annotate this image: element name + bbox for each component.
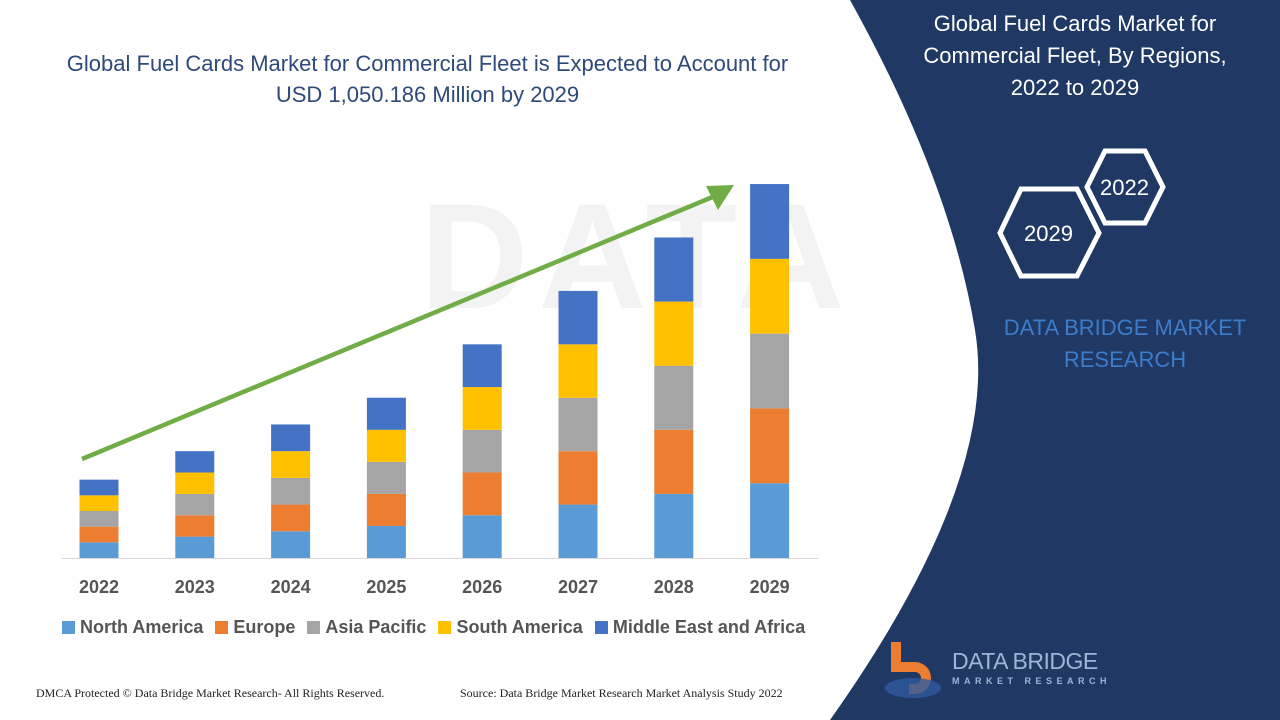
- x-tick-label: 2024: [271, 577, 311, 597]
- x-tick-label: 2022: [79, 577, 119, 597]
- bar-segment-2024-0: [271, 531, 311, 558]
- x-tick-label: 2027: [558, 577, 598, 597]
- trend-arrow-line: [81, 193, 716, 462]
- legend-item: North America: [62, 617, 203, 638]
- side-panel-title: Global Fuel Cards Market for Commercial …: [923, 11, 1227, 100]
- bar-segment-2027-1: [558, 451, 598, 505]
- legend-item: South America: [438, 617, 583, 638]
- bar-segment-2022-4: [79, 479, 119, 496]
- x-tick-label: 2025: [366, 577, 406, 597]
- bar-segment-2028-4: [654, 237, 694, 302]
- bar-segment-2026-4: [462, 344, 502, 388]
- x-tick-label: 2029: [750, 577, 790, 597]
- hex-label-2029: 2029: [1024, 221, 1073, 246]
- legend-swatch: [215, 621, 229, 634]
- bar-segment-2029-0: [750, 483, 790, 558]
- bar-segment-2025-2: [366, 461, 406, 494]
- bar-segment-2022-1: [79, 526, 119, 543]
- bar-segment-2025-1: [366, 493, 406, 526]
- bar-segment-2023-0: [175, 536, 215, 558]
- bar-segment-2027-2: [558, 397, 598, 452]
- bar-segment-2022-2: [79, 510, 119, 527]
- logo-text: DATA BRIDGE: [952, 648, 1098, 674]
- chart-title: Global Fuel Cards Market for Commercial …: [66, 51, 789, 107]
- bar-segment-2024-1: [271, 504, 311, 532]
- legend-label: Middle East and Africa: [612, 617, 806, 637]
- bar-segment-2028-1: [654, 429, 694, 494]
- stacked-bar-chart: 2022 2023 2024 2025 2026 2027 2028 2029: [62, 184, 818, 597]
- legend-label: Asia Pacific: [325, 617, 427, 637]
- bar-segment-2025-3: [366, 429, 406, 462]
- bar-segment-2024-4: [271, 424, 311, 452]
- bar-segment-2023-3: [175, 472, 215, 494]
- bar-segment-2027-0: [558, 504, 598, 558]
- trend-arrow-head: [706, 185, 734, 210]
- bar-segment-2022-3: [79, 495, 119, 511]
- bar-segment-2023-1: [175, 515, 215, 537]
- x-tick-label: 2026: [462, 577, 502, 597]
- footer-copyright: DMCA Protected © Data Bridge Market Rese…: [36, 686, 385, 700]
- legend-swatch: [594, 621, 608, 634]
- bar-segment-2022-0: [79, 542, 119, 558]
- bar-segment-2027-4: [558, 290, 598, 345]
- legend-item: Asia Pacific: [307, 617, 426, 638]
- legend-swatch: [438, 621, 452, 634]
- bar-segment-2026-1: [462, 472, 502, 516]
- bar-segment-2025-4: [366, 397, 406, 430]
- bar-segment-2029-4: [750, 184, 790, 259]
- bar-segment-2024-2: [271, 477, 311, 505]
- legend-label: North America: [80, 617, 204, 637]
- bar-segment-2023-2: [175, 493, 215, 516]
- legend: North America Europe Asia Pacific South Ame…: [62, 617, 805, 638]
- legend-item: Middle East and Africa: [594, 617, 806, 638]
- bar-segment-2025-0: [366, 525, 406, 558]
- bar-segment-2029-3: [750, 258, 790, 334]
- bar-segment-2028-2: [654, 365, 694, 430]
- bar-segment-2028-0: [654, 493, 694, 558]
- x-tick-label: 2028: [654, 577, 694, 597]
- legend-label: Europe: [233, 617, 296, 637]
- bar-segment-2027-3: [558, 344, 598, 398]
- bar-segment-2028-3: [654, 301, 694, 366]
- legend-label: South America: [456, 617, 583, 637]
- bar-segment-2023-4: [175, 451, 215, 473]
- logo-subtext: MARKET RESEARCH: [952, 676, 1112, 686]
- bar-segment-2029-2: [750, 333, 790, 409]
- footer-source: Source: Data Bridge Market Research Mark…: [460, 686, 783, 700]
- hexagon-icons: [997, 148, 1166, 279]
- logo-icon: [885, 642, 941, 698]
- hex-label-2022: 2022: [1100, 175, 1149, 200]
- bar-segment-2024-3: [271, 451, 311, 478]
- x-tick-label: 2023: [175, 577, 215, 597]
- legend-swatch: [62, 621, 75, 634]
- legend-swatch: [307, 621, 321, 634]
- legend-item: Europe: [215, 617, 295, 638]
- bar-segment-2026-2: [462, 429, 502, 473]
- brand-text: DATA BRIDGE MARKET RESEARCH: [1003, 315, 1247, 372]
- bar-segment-2029-1: [750, 408, 790, 484]
- bar-segment-2026-0: [462, 515, 502, 558]
- bar-segment-2026-3: [462, 387, 502, 430]
